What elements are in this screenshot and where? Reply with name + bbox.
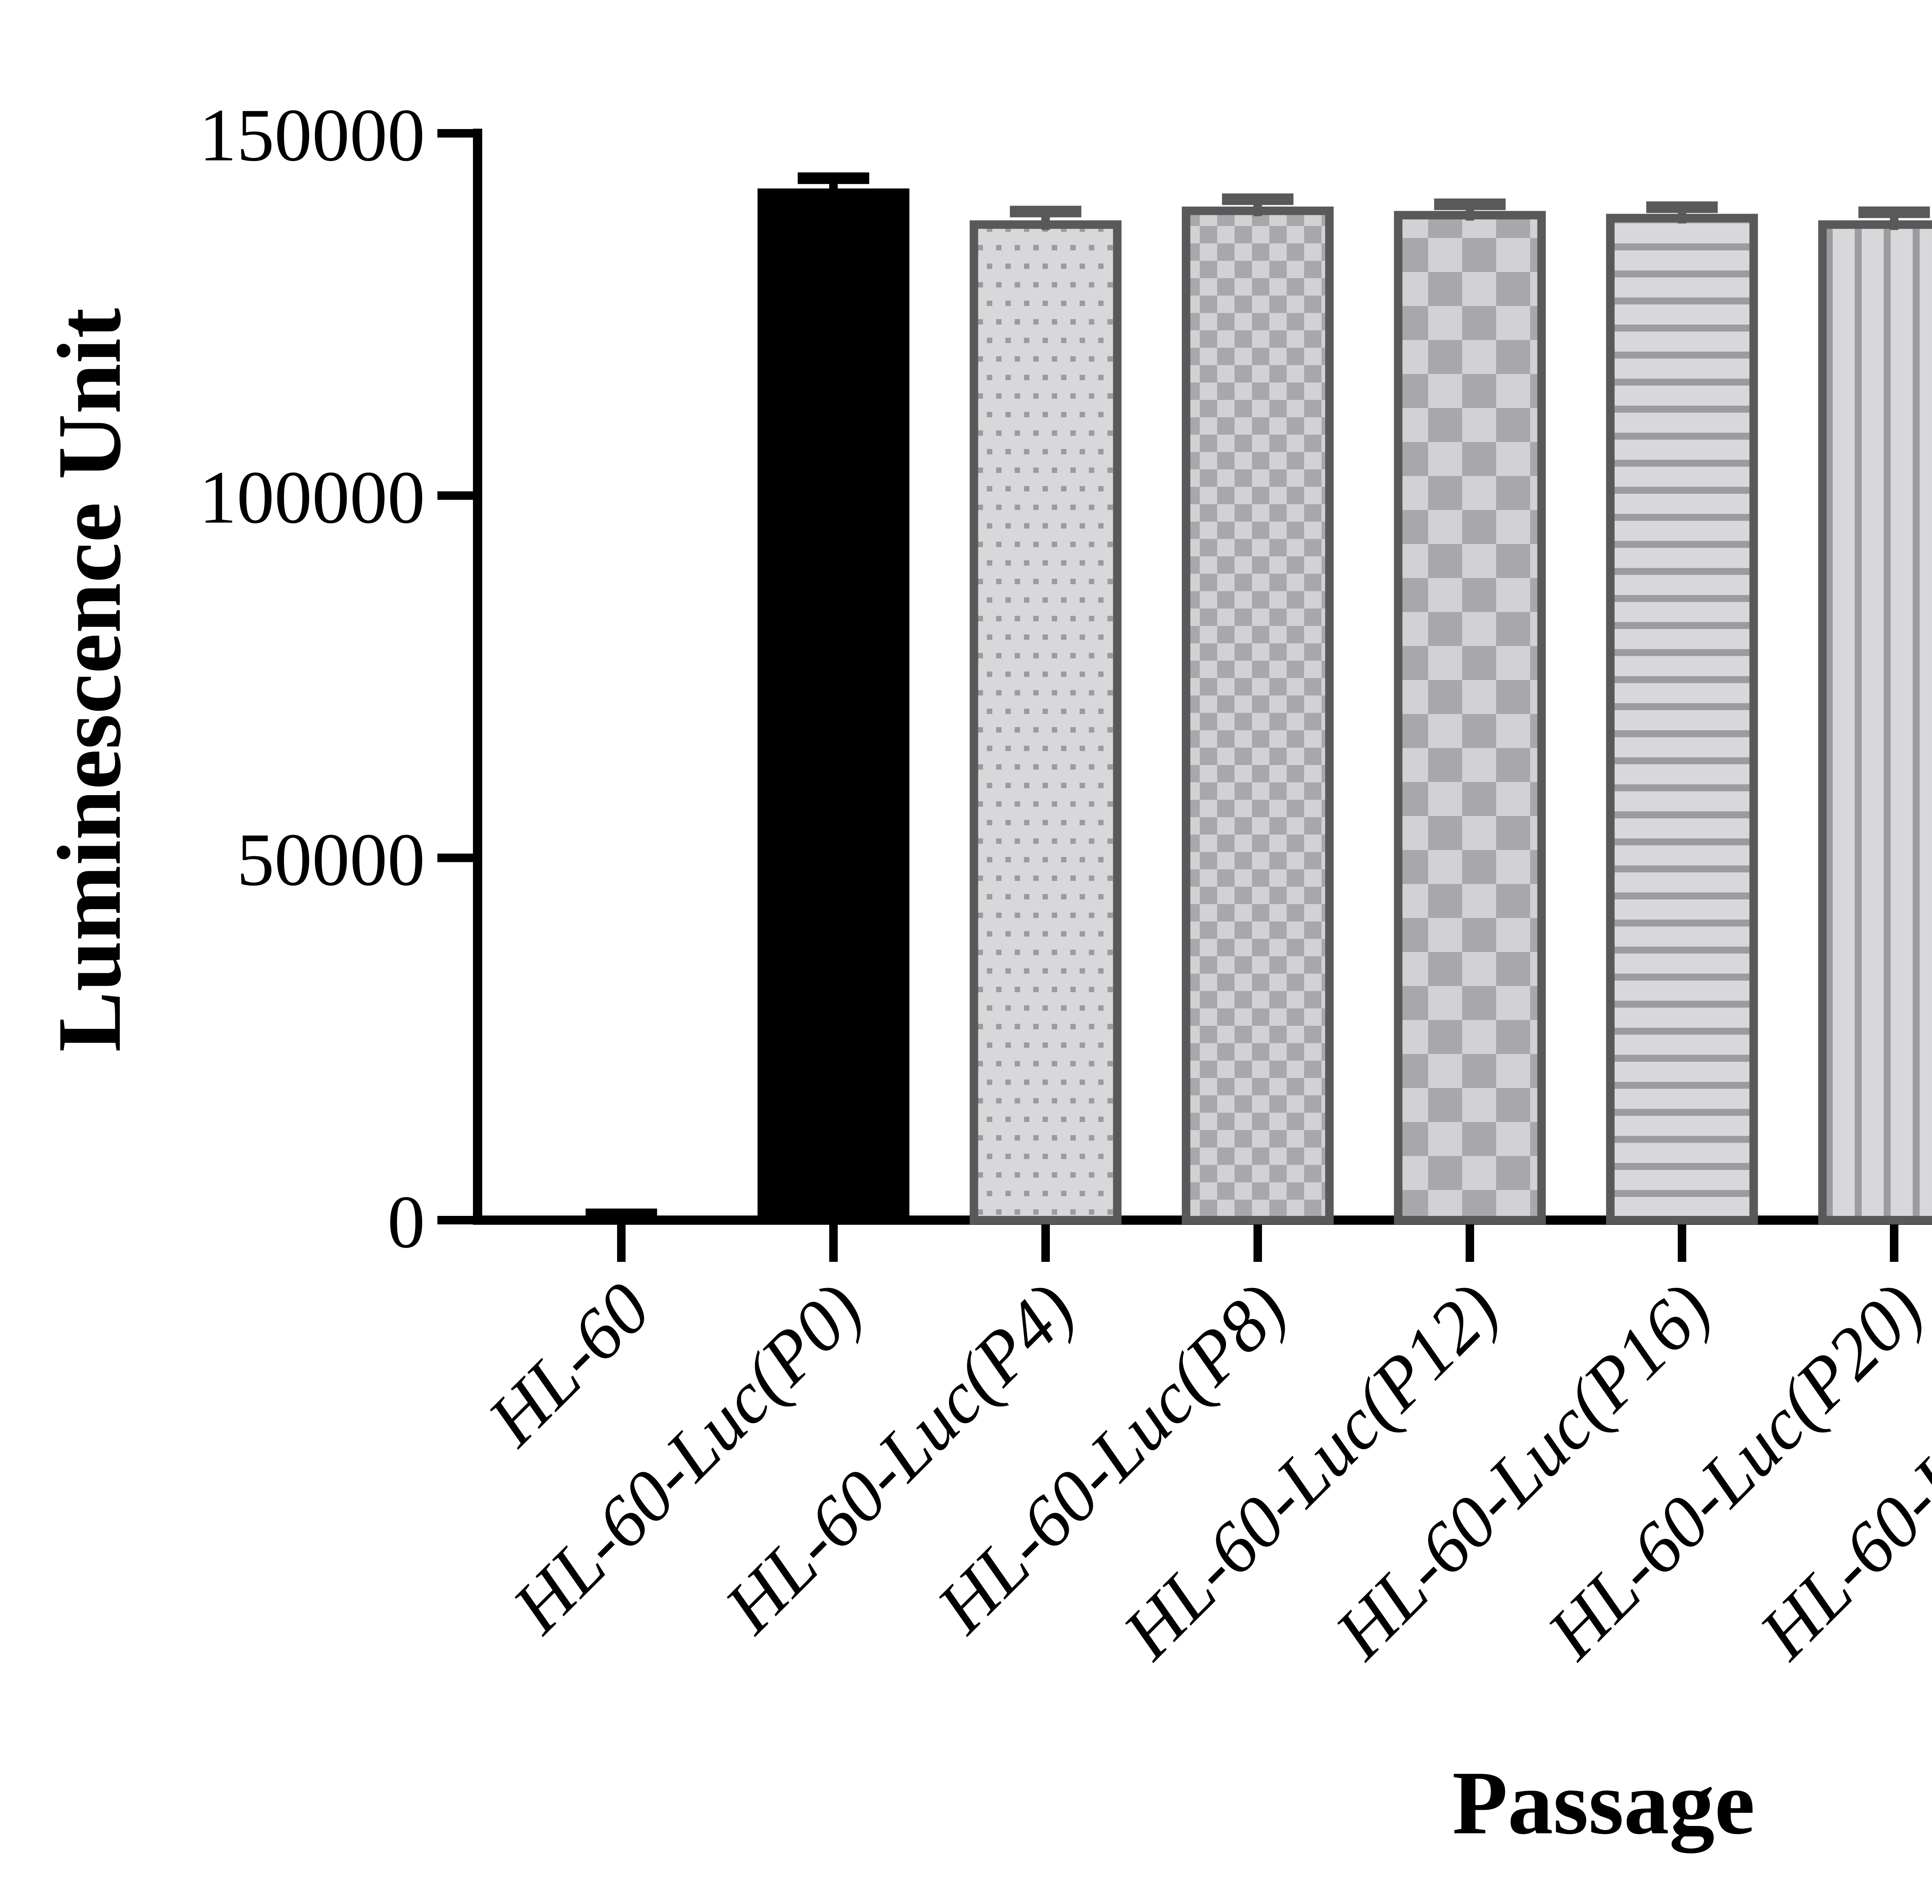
error-cap-hl-60 <box>585 1208 657 1220</box>
x-tick-hl-60-luc-p12 <box>1466 1225 1474 1262</box>
x-tick-hl-60-luc-p0 <box>829 1225 838 1262</box>
x-tick-hl-60-luc-p8 <box>1253 1225 1262 1262</box>
x-label-hl-60-luc-p12: HL-60-Luc(P12) <box>1107 1268 1514 1675</box>
bar-hl-60-luc-p16 <box>1606 214 1758 1224</box>
y-tick-150000 <box>437 129 473 138</box>
y-tick-0 <box>437 1216 473 1224</box>
error-cap-hl-60-luc-p4 <box>1010 206 1082 218</box>
error-cap-hl-60-luc-p8 <box>1222 193 1294 205</box>
error-cap-hl-60-luc-p16 <box>1646 201 1718 213</box>
y-tick-label-50000: 50000 <box>237 818 425 901</box>
bar-hl-60-luc-p8 <box>1182 206 1334 1224</box>
y-tick-label-150000: 150000 <box>199 94 425 177</box>
error-cap-hl-60-luc-p12 <box>1434 198 1506 210</box>
bar-hl-60-luc-p0 <box>757 188 910 1224</box>
bar-hl-60-luc-p4 <box>969 220 1122 1224</box>
x-label-hl-60: HL-60 <box>472 1268 665 1461</box>
x-axis-title: Passage <box>1452 1753 1755 1853</box>
y-axis-title: Luminescence Unit <box>39 308 139 1052</box>
x-tick-hl-60 <box>617 1225 626 1262</box>
bar-hl-60-luc-p20 <box>1818 220 1932 1224</box>
y-tick-label-100000: 100000 <box>199 456 425 539</box>
x-label-hl-60-luc-p16: HL-60-Luc(P16) <box>1319 1268 1726 1675</box>
y-tick-100000 <box>437 491 473 500</box>
bar-hl-60-luc-p12 <box>1394 211 1546 1225</box>
y-tick-50000 <box>437 853 473 862</box>
x-tick-hl-60-luc-p4 <box>1041 1225 1050 1262</box>
x-tick-hl-60-luc-p16 <box>1678 1225 1686 1262</box>
x-tick-hl-60-luc-p20 <box>1890 1225 1898 1262</box>
x-label-hl-60-luc-p20: HL-60-Luc(P20) <box>1531 1268 1932 1675</box>
y-axis-line <box>473 129 482 1225</box>
error-cap-hl-60-luc-p20 <box>1858 206 1930 218</box>
error-cap-hl-60-luc-p0 <box>798 172 869 184</box>
y-tick-label-0: 0 <box>388 1180 425 1264</box>
